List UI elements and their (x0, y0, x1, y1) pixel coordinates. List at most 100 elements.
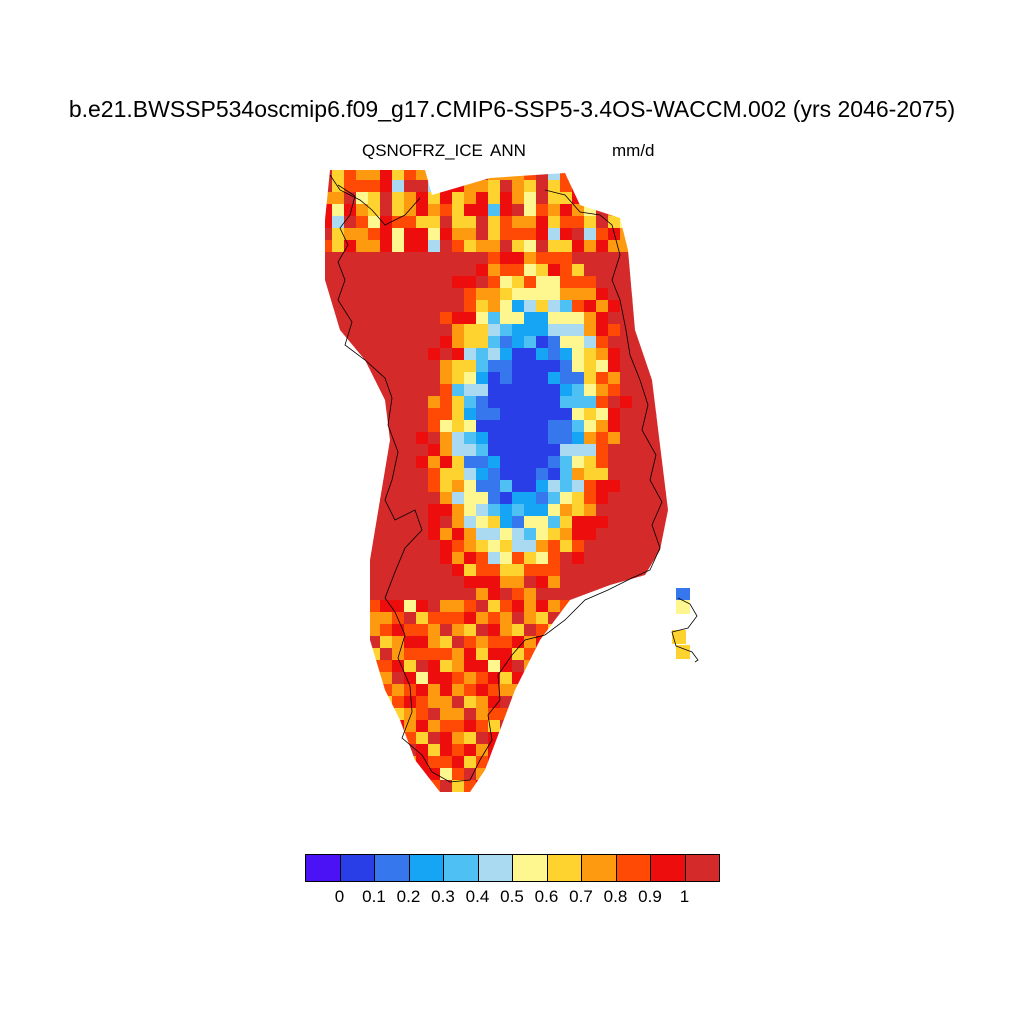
grid-cell (392, 552, 405, 565)
grid-cell (488, 456, 501, 469)
grid-cell (620, 708, 633, 721)
grid-cell (404, 432, 417, 445)
grid-cell (608, 408, 621, 421)
grid-cell (416, 170, 429, 181)
grid-cell (512, 744, 525, 757)
grid-cell (464, 348, 477, 361)
grid-cell (488, 720, 501, 733)
grid-cell (584, 792, 597, 805)
grid-cell (560, 444, 573, 457)
grid-cell (476, 504, 489, 517)
grid-cell (584, 624, 597, 637)
grid-cell (380, 516, 393, 529)
grid-cell (596, 312, 609, 325)
colorbar-label: 0.1 (362, 887, 386, 906)
grid-cell (344, 444, 357, 457)
grid-cell (464, 540, 477, 553)
grid-cell (368, 792, 381, 805)
grid-cell (548, 480, 561, 493)
grid-cell (596, 264, 609, 277)
grid-cell (584, 216, 597, 229)
grid-cell (440, 264, 453, 277)
grid-cell (572, 636, 585, 649)
grid-cell (668, 768, 681, 781)
grid-cell (368, 588, 381, 601)
grid-cell (464, 204, 477, 217)
grid-cell (488, 540, 501, 553)
grid-cell (500, 564, 513, 577)
grid-cell (404, 204, 417, 217)
grid-cell (500, 792, 513, 805)
colorbar-box (650, 854, 686, 882)
grid-cell (440, 516, 453, 529)
grid-cell (404, 648, 417, 661)
grid-cell (440, 540, 453, 553)
grid-cell (620, 468, 633, 481)
grid-cell (620, 744, 633, 757)
grid-cell (392, 720, 405, 733)
grid-cell (428, 276, 441, 289)
grid-cell (488, 468, 501, 481)
grid-cell (548, 600, 561, 613)
grid-cell (560, 696, 573, 709)
grid-cell (428, 192, 441, 205)
grid-cell (344, 708, 357, 721)
grid-cell (332, 252, 345, 265)
grid-cell (608, 372, 621, 385)
grid-cell (368, 660, 381, 673)
grid-cell (416, 684, 429, 697)
grid-cell (632, 192, 645, 205)
grid-cell (476, 420, 489, 433)
grid-cell (524, 792, 537, 805)
grid-cell (620, 564, 633, 577)
grid-cell (476, 588, 489, 601)
grid-cell (380, 288, 393, 301)
grid-cell (584, 180, 597, 193)
grid-cell (620, 372, 633, 385)
grid-cell (392, 384, 405, 397)
grid-cell (464, 492, 477, 505)
grid-cell (380, 192, 393, 205)
grid-cell (644, 780, 657, 792)
grid-cell (548, 648, 561, 661)
grid-cell (656, 228, 668, 241)
grid-cell (584, 408, 597, 421)
grid-cell (344, 624, 357, 637)
grid-cell (332, 528, 345, 541)
grid-cell (536, 468, 549, 481)
grid-cell (548, 564, 561, 577)
grid-cell (368, 576, 381, 589)
grid-cell (536, 480, 549, 493)
grid-cell (500, 600, 513, 613)
grid-cell (656, 528, 668, 541)
grid-cell (464, 396, 477, 409)
grid-cell (476, 372, 489, 385)
grid-cell (416, 696, 429, 709)
grid-cell (632, 576, 645, 589)
grid-cell (476, 288, 489, 301)
grid-cell (404, 576, 417, 589)
grid-cell (548, 720, 561, 733)
grid-cell (464, 312, 477, 325)
grid-cell (368, 636, 381, 649)
grid-cell (608, 336, 621, 349)
grid-cell (440, 528, 453, 541)
grid-cell (608, 756, 621, 769)
grid-cell (512, 552, 525, 565)
grid-cell (608, 456, 621, 469)
grid-cell (512, 648, 525, 661)
grid-cell (524, 396, 537, 409)
grid-cell (548, 660, 561, 673)
grid-cell (596, 612, 609, 625)
grid-cell (404, 300, 417, 313)
grid-cell (464, 684, 477, 697)
grid-cell (668, 192, 681, 205)
grid-cell (344, 360, 357, 373)
grid-cell (572, 780, 585, 792)
grid-cell (332, 756, 345, 769)
grid-cell (476, 648, 489, 661)
grid-cell (325, 624, 333, 637)
grid-cell (524, 516, 537, 529)
grid-cell (656, 336, 668, 349)
grid-cell (404, 408, 417, 421)
